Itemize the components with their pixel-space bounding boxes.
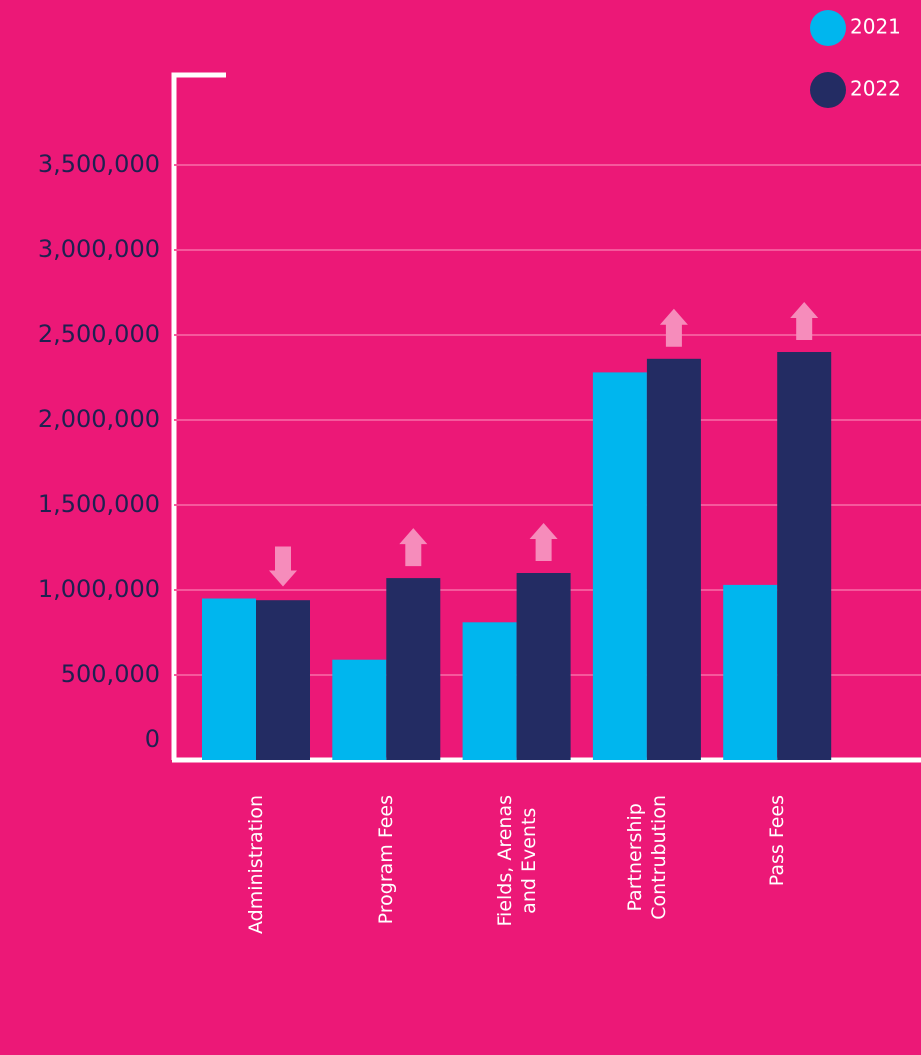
bar [462, 622, 517, 760]
bar [256, 600, 310, 760]
y-tick-label: 2,000,000 [38, 405, 160, 433]
x-tick-label: Program Fees [375, 795, 398, 925]
y-tick-label: 3,000,000 [38, 235, 160, 263]
axis-frame [171, 72, 226, 760]
bar [723, 584, 778, 760]
y-tick-label: 1,500,000 [38, 490, 160, 518]
bar [646, 358, 701, 760]
chart: 0 500,000 1,000,000 1,500,000 2,000,000 2,500… [38, 10, 921, 763]
x-tick-label: Fields, Arenas and Events [493, 795, 540, 927]
trend-arrow [529, 523, 558, 561]
page: 0 500,000 1,000,000 1,500,000 2,000,000 2,500… [37, 10, 921, 935]
legend-swatch [810, 10, 846, 46]
legend-label: 2022 [850, 77, 901, 101]
bar [516, 573, 571, 760]
trend-arrow [269, 546, 297, 587]
y-tick-label: 0 [145, 725, 160, 753]
x-tick-label: Pass Fees [766, 795, 789, 887]
bar [332, 659, 387, 760]
legend-label: 2021 [850, 15, 901, 39]
y-tick-label: 1,000,000 [38, 575, 160, 603]
trend-arrow [399, 528, 428, 567]
y-tick-label: 500,000 [61, 660, 160, 688]
bar [592, 372, 647, 760]
y-tick-label: 3,500,000 [38, 150, 160, 178]
bar [202, 598, 256, 760]
bar [777, 352, 832, 760]
bar [386, 578, 441, 760]
y-tick-label: 2,500,000 [38, 320, 160, 348]
trend-arrow [790, 302, 819, 340]
trend-arrow [659, 308, 688, 347]
legend-swatch [810, 72, 846, 108]
x-tick-label: Administration [245, 795, 267, 935]
x-tick-label: Partnership Contrubution [623, 795, 670, 920]
